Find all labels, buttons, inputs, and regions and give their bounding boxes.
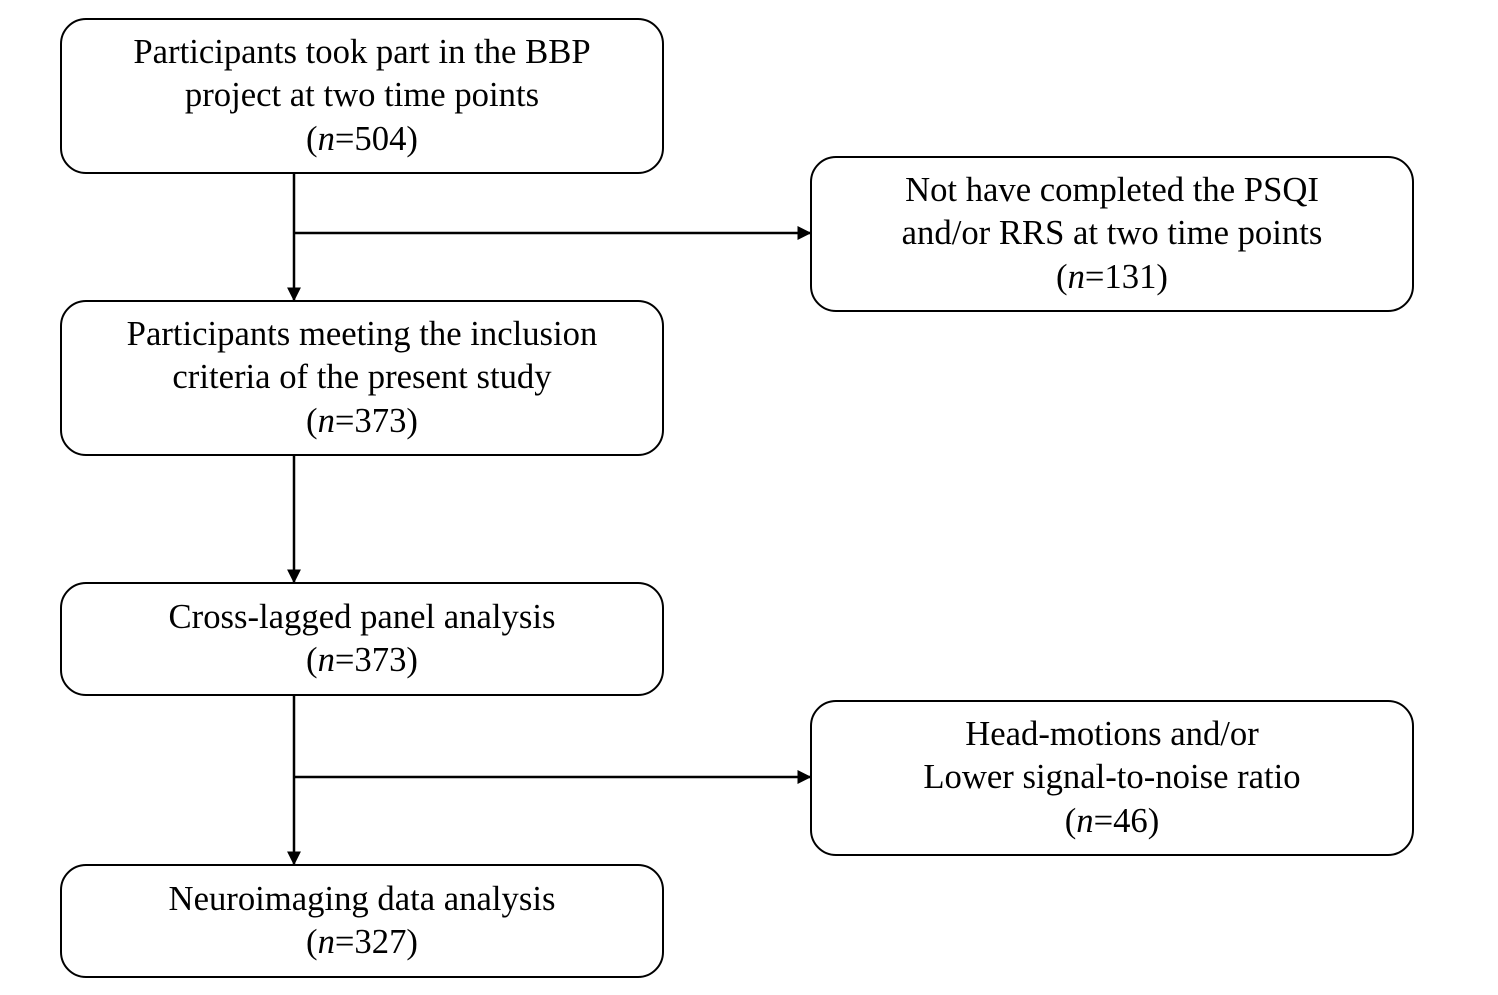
node-text-line: project at two time points xyxy=(185,74,539,117)
node-text-line: Cross-lagged panel analysis xyxy=(169,596,556,639)
flow-node-n2: Not have completed the PSQIand/or RRS at… xyxy=(810,156,1414,312)
node-text-line: (n=373) xyxy=(306,639,418,682)
flowchart-canvas: Participants took part in the BBPproject… xyxy=(0,0,1498,995)
node-text-line: (n=327) xyxy=(306,921,418,964)
flow-node-n4: Cross-lagged panel analysis(n=373) xyxy=(60,582,664,696)
flow-node-n5: Head-motions and/orLower signal-to-noise… xyxy=(810,700,1414,856)
node-text-line: (n=504) xyxy=(306,118,418,161)
node-text-line: Neuroimaging data analysis xyxy=(169,878,556,921)
node-text-line: Participants took part in the BBP xyxy=(133,31,590,74)
node-text-line: and/or RRS at two time points xyxy=(902,212,1323,255)
node-text-line: (n=46) xyxy=(1065,800,1160,843)
node-text-line: criteria of the present study xyxy=(172,356,551,399)
flow-node-n6: Neuroimaging data analysis(n=327) xyxy=(60,864,664,978)
node-text-line: Participants meeting the inclusion xyxy=(127,313,598,356)
node-text-line: (n=131) xyxy=(1056,256,1168,299)
node-text-line: Not have completed the PSQI xyxy=(905,169,1319,212)
node-text-line: Head-motions and/or xyxy=(965,713,1259,756)
flow-node-n3: Participants meeting the inclusioncriter… xyxy=(60,300,664,456)
node-text-line: (n=373) xyxy=(306,400,418,443)
node-text-line: Lower signal-to-noise ratio xyxy=(923,756,1300,799)
flow-node-n1: Participants took part in the BBPproject… xyxy=(60,18,664,174)
